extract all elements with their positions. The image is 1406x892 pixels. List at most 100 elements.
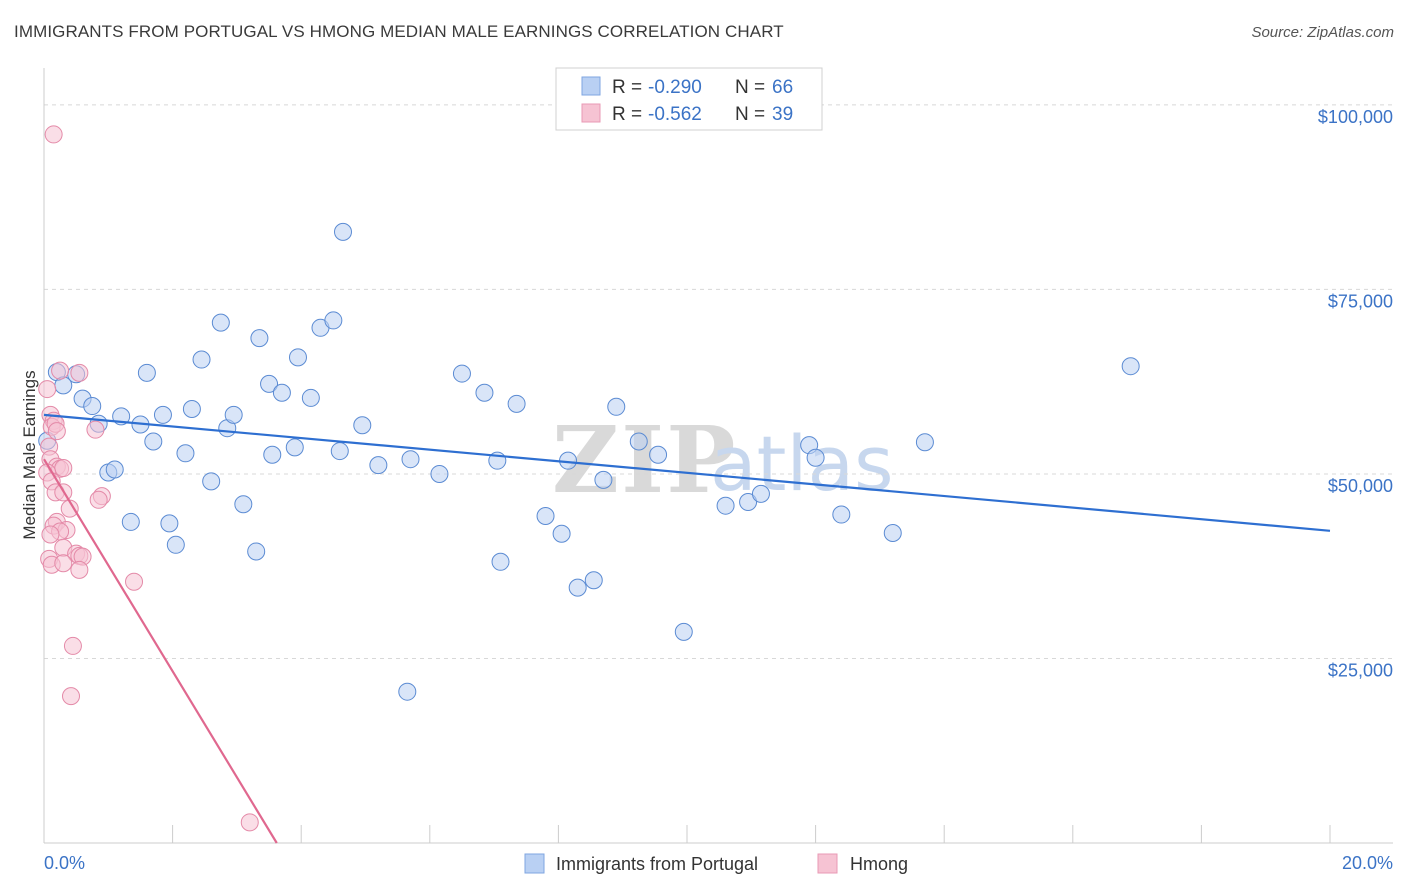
- hmong-point-36: [63, 636, 82, 655]
- portugal-point-50: [584, 571, 603, 590]
- portugal-point-23: [234, 495, 253, 514]
- portugal-point-18: [192, 350, 211, 369]
- portugal-point-40: [430, 464, 449, 483]
- portugal-point-13: [153, 405, 172, 424]
- portugal-point-36: [353, 416, 372, 435]
- stats-r-value-portugal: -0.290: [648, 77, 702, 98]
- hmong-point-37: [62, 687, 81, 706]
- stats-r-label-hmong: R =: [612, 104, 642, 125]
- watermark-zip: ZIP: [552, 406, 737, 514]
- x-tick-max: 20.0%: [1342, 853, 1393, 873]
- gridlines: [44, 104, 1393, 659]
- hmong-point-34: [70, 560, 89, 579]
- portugal-point-34: [330, 442, 349, 461]
- y-tick-label-1: $50,000: [1328, 476, 1393, 496]
- portugal-point-54: [649, 445, 668, 464]
- portugal-point-7: [105, 460, 124, 479]
- legend-label-hmong: Hmong: [850, 854, 908, 874]
- portugal-point-41: [452, 364, 471, 383]
- portugal-point-63: [915, 433, 934, 452]
- hmong-point-9: [86, 420, 105, 439]
- portugal-point-62: [883, 524, 902, 542]
- stats-box: R = -0.290 N = 66 R = -0.562 N = 39: [555, 67, 823, 131]
- hmong-point-14: [54, 459, 73, 478]
- portugal-point-51: [594, 470, 613, 489]
- portugal-point-31: [301, 388, 320, 407]
- portugal-point-30: [288, 348, 307, 367]
- portugal-point-58: [751, 484, 770, 503]
- stats-swatch-hmong: [581, 103, 601, 123]
- trend-line-hmong: [43, 458, 278, 844]
- trend-lines: [43, 413, 1331, 844]
- stats-n-label-portugal: N =: [735, 77, 765, 98]
- portugal-point-37: [369, 456, 388, 475]
- portugal-point-4: [83, 397, 102, 416]
- portugal-point-61: [832, 505, 851, 524]
- portugal-point-56: [716, 496, 735, 515]
- portugal-point-19: [202, 472, 221, 491]
- portugal-point-57: [739, 493, 758, 511]
- series-hmong: [38, 125, 259, 832]
- portugal-point-15: [166, 535, 185, 554]
- stats-r-label-portugal: R =: [612, 77, 642, 98]
- x-tick-min: 0.0%: [44, 853, 85, 873]
- portugal-point-27: [263, 445, 282, 464]
- portugal-point-17: [182, 400, 201, 418]
- portugal-point-60: [806, 448, 825, 467]
- portugal-point-16: [176, 444, 195, 463]
- y-tick-labels: $25,000 $50,000 $75,000 $100,000: [1318, 107, 1393, 681]
- portugal-point-64: [1121, 357, 1140, 376]
- portugal-point-53: [629, 432, 648, 451]
- source-credit: Source: ZipAtlas.com: [1251, 24, 1394, 41]
- trend-line-portugal: [43, 413, 1331, 532]
- portugal-point-45: [507, 394, 526, 413]
- legend-label-portugal: Immigrants from Portugal: [556, 854, 758, 874]
- watermark-atlas: atlas: [710, 419, 894, 508]
- y-tick-label-0: $25,000: [1328, 660, 1393, 680]
- hmong-point-3: [38, 380, 57, 399]
- stats-r-value-hmong: -0.562: [648, 104, 702, 125]
- portugal-point-55: [674, 622, 693, 641]
- stats-n-value-portugal: 66: [772, 77, 793, 98]
- portugal-point-22: [224, 405, 243, 424]
- portugal-point-38: [398, 682, 417, 701]
- portugal-point-20: [211, 313, 230, 332]
- portugal-point-52: [607, 397, 626, 416]
- portugal-point-44: [491, 552, 510, 571]
- hmong-point-20: [89, 490, 108, 509]
- hmong-point-2: [70, 363, 89, 382]
- portugal-point-14: [160, 514, 179, 533]
- portugal-point-24: [247, 542, 266, 561]
- y-axis-label: Median Male Earnings: [20, 370, 39, 539]
- hmong-point-38: [240, 813, 259, 832]
- portugal-point-25: [250, 329, 269, 348]
- hmong-point-0: [44, 125, 63, 144]
- portugal-point-47: [552, 524, 571, 543]
- portugal-point-46: [536, 507, 555, 526]
- y-tick-label-2: $75,000: [1328, 291, 1393, 311]
- legend-swatch-portugal: [524, 853, 545, 874]
- stats-swatch-portugal: [581, 76, 601, 96]
- portugal-point-29: [285, 438, 304, 457]
- y-tick-label-3: $100,000: [1318, 107, 1393, 127]
- legend: Immigrants from Portugal Hmong: [524, 853, 908, 874]
- hmong-point-1: [51, 361, 70, 380]
- portugal-point-33: [324, 311, 343, 330]
- hmong-point-26: [41, 525, 60, 544]
- hmong-point-8: [47, 422, 66, 441]
- legend-swatch-hmong: [817, 853, 838, 874]
- portugal-point-39: [401, 450, 420, 469]
- portugal-point-49: [568, 578, 587, 597]
- portugal-point-9: [121, 512, 140, 531]
- stats-n-value-hmong: 39: [772, 104, 793, 125]
- portugal-point-35: [333, 222, 352, 241]
- portugal-point-28: [272, 383, 291, 402]
- portugal-point-11: [137, 363, 156, 382]
- chart-title: IMMIGRANTS FROM PORTUGAL VS HMONG MEDIAN…: [14, 22, 784, 41]
- stats-n-label-hmong: N =: [735, 104, 765, 125]
- hmong-point-35: [125, 572, 144, 591]
- portugal-point-42: [475, 383, 494, 402]
- hmong-point-33: [54, 554, 73, 573]
- portugal-point-26: [260, 374, 279, 393]
